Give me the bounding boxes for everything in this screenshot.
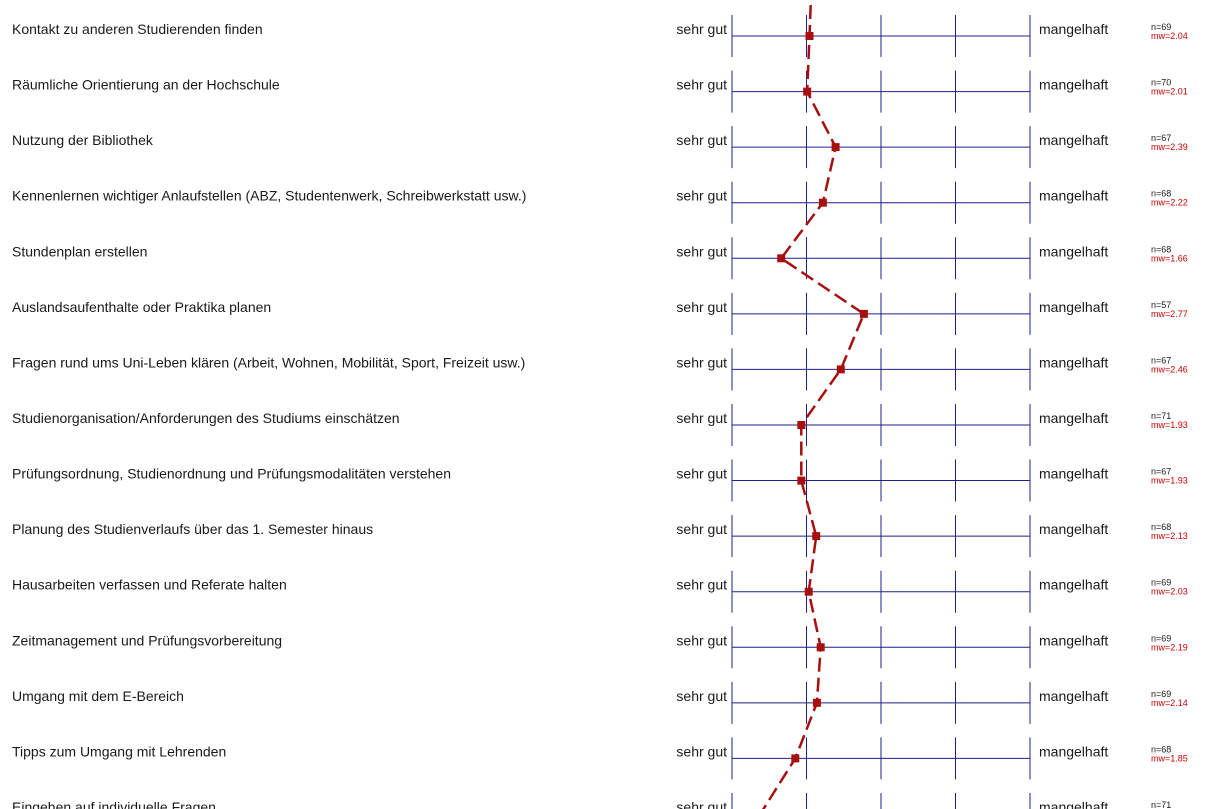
mean-point-4 — [818, 198, 827, 207]
left-pole-label: sehr gut — [676, 410, 727, 426]
left-pole-label: sehr gut — [676, 799, 727, 809]
left-pole-label: sehr gut — [676, 521, 727, 537]
mean-point-7 — [836, 365, 845, 374]
left-pole-label: sehr gut — [676, 188, 727, 204]
scale-grid — [731, 15, 1031, 809]
left-pole-label: sehr gut — [676, 743, 727, 759]
item-label: Stundenplan erstellen — [12, 243, 147, 259]
item-label: Studienorganisation/Anforderungen des St… — [12, 410, 400, 426]
left-pole-label: sehr gut — [676, 688, 727, 704]
mean-point-6 — [859, 309, 868, 318]
n-count: n=57 — [1151, 300, 1171, 310]
item-label: Zeitmanagement und Prüfungsvorbereitung — [12, 632, 282, 648]
right-pole-label: mangelhaft — [1039, 299, 1108, 315]
mean-profile — [761, 4, 868, 809]
right-pole-label: mangelhaft — [1039, 21, 1108, 37]
mean-point-9 — [797, 476, 806, 485]
n-count: n=68 — [1151, 744, 1171, 754]
mean-point-13 — [812, 698, 821, 707]
item-label: Räumliche Orientierung an der Hochschule — [12, 77, 280, 93]
left-pole-label: sehr gut — [676, 132, 727, 148]
mean-point-14 — [791, 754, 800, 763]
right-pole-label: mangelhaft — [1039, 188, 1108, 204]
n-count: n=68 — [1151, 522, 1171, 532]
n-count: n=69 — [1151, 633, 1171, 643]
left-pole-label: sehr gut — [676, 632, 727, 648]
mean-point-8 — [797, 421, 806, 429]
n-count: n=70 — [1151, 78, 1171, 88]
left-pole-label: sehr gut — [676, 77, 727, 93]
mean-point-1 — [805, 32, 814, 40]
mean-value: mw=2.01 — [1151, 87, 1188, 97]
right-pole-label: mangelhaft — [1039, 632, 1108, 648]
mean-point-3 — [831, 143, 840, 152]
mean-value: mw=2.22 — [1151, 198, 1188, 208]
n-count: n=68 — [1151, 244, 1171, 254]
mean-value: mw=1.93 — [1151, 420, 1188, 430]
right-pole-label: mangelhaft — [1039, 410, 1108, 426]
n-count: n=69 — [1151, 689, 1171, 699]
right-pole-label: mangelhaft — [1039, 799, 1108, 809]
mean-value: mw=2.03 — [1151, 587, 1188, 597]
n-count: n=69 — [1151, 578, 1171, 588]
mean-point-10 — [812, 532, 821, 541]
n-count: n=67 — [1151, 133, 1171, 143]
item-label: Auslandsaufenthalte oder Praktika planen — [12, 299, 271, 315]
item-label: Kennenlernen wichtiger Anlaufstellen (AB… — [12, 188, 526, 204]
mean-value: mw=1.66 — [1151, 253, 1188, 263]
mean-value: mw=2.04 — [1151, 31, 1188, 41]
left-pole-label: sehr gut — [676, 21, 727, 37]
item-label: Tipps zum Umgang mit Lehrenden — [12, 743, 226, 759]
n-count: n=71 — [1151, 411, 1171, 421]
left-pole-label: sehr gut — [676, 577, 727, 593]
left-pole-label: sehr gut — [676, 243, 727, 259]
n-count: n=68 — [1151, 189, 1171, 199]
item-statistics: n=69mw=2.04n=70mw=2.01n=67mw=2.39n=68mw=… — [1151, 22, 1188, 809]
mean-value: mw=2.19 — [1151, 642, 1188, 652]
item-label: Prüfungsordnung, Studienordnung und Prüf… — [12, 466, 451, 482]
mean-point-2 — [803, 87, 812, 96]
item-labels: Kontakt zu anderen Studierenden finden se… — [12, 21, 1108, 809]
item-label: Hausarbeiten verfassen und Referate halt… — [12, 577, 287, 593]
n-count: n=69 — [1151, 22, 1171, 32]
right-pole-label: mangelhaft — [1039, 521, 1108, 537]
right-pole-label: mangelhaft — [1039, 354, 1108, 370]
mean-value: mw=2.13 — [1151, 531, 1188, 541]
mean-point-12 — [816, 643, 825, 652]
mean-value: mw=2.39 — [1151, 142, 1188, 152]
n-count: n=71 — [1151, 800, 1171, 809]
mean-profile-line — [761, 4, 866, 809]
item-label: Planung des Studienverlaufs über das 1. … — [12, 521, 373, 537]
mean-value: mw=1.93 — [1151, 476, 1188, 486]
left-pole-label: sehr gut — [676, 354, 727, 370]
item-label: Nutzung der Bibliothek — [12, 132, 154, 148]
mean-value: mw=2.77 — [1151, 309, 1188, 319]
mean-value: mw=2.14 — [1151, 698, 1188, 708]
right-pole-label: mangelhaft — [1039, 466, 1108, 482]
right-pole-label: mangelhaft — [1039, 243, 1108, 259]
left-pole-label: sehr gut — [676, 466, 727, 482]
item-label: Umgang mit dem E-Bereich — [12, 688, 184, 704]
item-label: Fragen rund ums Uni-Leben klären (Arbeit… — [12, 354, 525, 370]
item-label: Kontakt zu anderen Studierenden finden — [12, 21, 263, 37]
mean-point-5 — [777, 254, 786, 263]
right-pole-label: mangelhaft — [1039, 577, 1108, 593]
right-pole-label: mangelhaft — [1039, 743, 1108, 759]
item-label: Eingehen auf individuelle Fragen — [12, 799, 216, 809]
mean-value: mw=1.85 — [1151, 753, 1188, 763]
mean-value: mw=2.46 — [1151, 364, 1188, 374]
left-pole-label: sehr gut — [676, 299, 727, 315]
right-pole-label: mangelhaft — [1039, 688, 1108, 704]
right-pole-label: mangelhaft — [1039, 77, 1108, 93]
n-count: n=67 — [1151, 355, 1171, 365]
right-pole-label: mangelhaft — [1039, 132, 1108, 148]
mean-point-11 — [804, 587, 813, 596]
n-count: n=67 — [1151, 467, 1171, 477]
